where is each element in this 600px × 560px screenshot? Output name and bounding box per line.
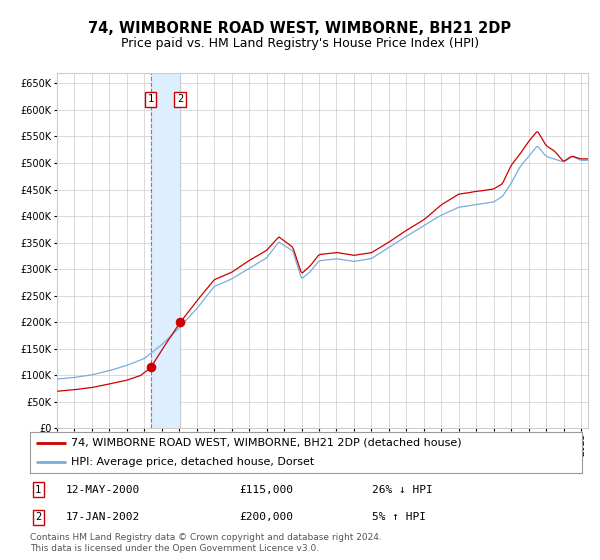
Text: £200,000: £200,000	[240, 512, 294, 522]
Text: 1: 1	[35, 485, 41, 494]
Text: 12-MAY-2000: 12-MAY-2000	[66, 485, 140, 494]
Text: 26% ↓ HPI: 26% ↓ HPI	[372, 485, 433, 494]
Text: HPI: Average price, detached house, Dorset: HPI: Average price, detached house, Dors…	[71, 457, 314, 466]
Text: 74, WIMBORNE ROAD WEST, WIMBORNE, BH21 2DP (detached house): 74, WIMBORNE ROAD WEST, WIMBORNE, BH21 2…	[71, 437, 462, 447]
Point	[146, 363, 155, 372]
Bar	[151, 73, 180, 428]
Text: Price paid vs. HM Land Registry's House Price Index (HPI): Price paid vs. HM Land Registry's House …	[121, 37, 479, 50]
Text: 5% ↑ HPI: 5% ↑ HPI	[372, 512, 426, 522]
Text: 74, WIMBORNE ROAD WEST, WIMBORNE, BH21 2DP: 74, WIMBORNE ROAD WEST, WIMBORNE, BH21 2…	[88, 21, 512, 36]
Text: 1: 1	[148, 94, 154, 104]
Text: 17-JAN-2002: 17-JAN-2002	[66, 512, 140, 522]
Text: 2: 2	[35, 512, 41, 522]
Text: 2: 2	[177, 94, 183, 104]
Text: £115,000: £115,000	[240, 485, 294, 494]
Text: Contains HM Land Registry data © Crown copyright and database right 2024.
This d: Contains HM Land Registry data © Crown c…	[30, 533, 382, 553]
Point	[175, 318, 185, 326]
